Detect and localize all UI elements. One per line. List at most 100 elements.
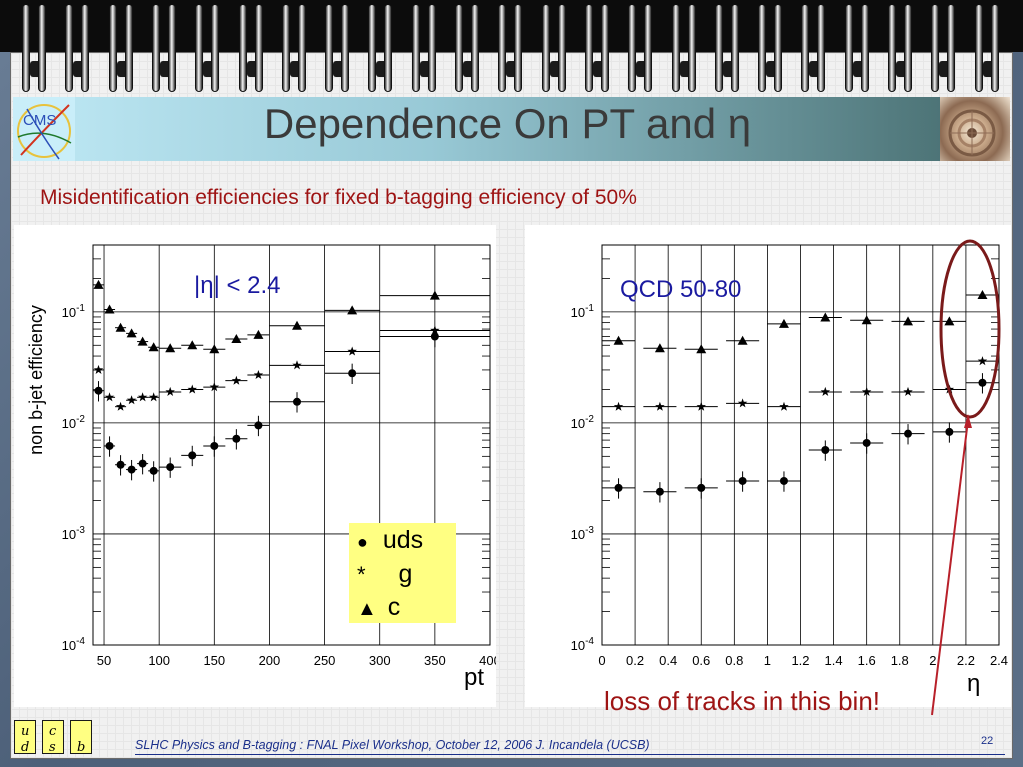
y-tick-label: 10-3 — [571, 525, 595, 542]
y-tick-label: 10-2 — [571, 414, 595, 431]
data-point-uds — [779, 476, 788, 485]
data-point-g — [93, 364, 104, 374]
chart-label: QCD 50-80 — [620, 276, 741, 303]
data-point-c — [903, 316, 914, 326]
data-point-uds — [348, 369, 357, 378]
detector-photo — [940, 97, 1010, 161]
spiral-ring — [238, 4, 269, 92]
data-point-uds — [293, 397, 302, 406]
x-tick-label: 350 — [424, 653, 446, 668]
spiral-ring — [325, 4, 355, 92]
x-tick-label: 100 — [148, 653, 170, 668]
data-point-g — [696, 401, 706, 411]
x-tick-label: 1.8 — [891, 653, 909, 668]
y-tick-exponent: -1 — [585, 303, 594, 314]
data-point-c — [429, 290, 440, 300]
y-tick-base: 10 — [571, 638, 585, 653]
x-tick-label: 0 — [598, 653, 605, 668]
data-point-uds — [738, 476, 747, 485]
data-point-g — [253, 370, 264, 379]
data-point-c — [292, 320, 303, 330]
data-point-uds — [430, 332, 439, 341]
quark-box — [42, 720, 64, 754]
data-point-g — [737, 398, 748, 408]
data-point-g — [977, 356, 988, 366]
cms-logo-text: CMS — [23, 112, 56, 129]
data-point-uds — [232, 434, 241, 443]
y-tick-exponent: -2 — [76, 414, 85, 425]
data-point-g — [231, 375, 242, 385]
legend-label-c: c — [387, 593, 401, 621]
data-point-c — [104, 304, 115, 314]
data-point-c — [115, 322, 126, 332]
x-tick-label: 400 — [479, 653, 496, 668]
spiral-ring — [108, 4, 139, 92]
footer-text: SLHC Physics and B-tagging : FNAL Pixel … — [135, 738, 650, 752]
data-point-uds — [116, 460, 125, 469]
spiral-ring — [368, 4, 398, 92]
data-point-g — [903, 386, 913, 396]
spiral-ring — [541, 4, 572, 92]
legend-item-c: ▲ c — [357, 593, 400, 622]
data-point-uds — [105, 441, 114, 450]
data-point-uds — [166, 463, 175, 472]
spiral-ring — [195, 4, 225, 92]
y-tick-exponent: -1 — [76, 303, 85, 314]
spiral-ring — [888, 4, 918, 92]
data-point-uds — [904, 429, 913, 438]
legend-marker-triangle: ▲ — [357, 598, 377, 620]
data-point-c — [778, 318, 789, 328]
data-point-g — [779, 401, 789, 411]
data-point-uds — [978, 378, 987, 387]
data-point-c — [861, 315, 872, 325]
legend-label-uds: uds — [382, 526, 424, 554]
quark-letter: u — [21, 724, 30, 739]
eta-dependence-chart: 10-110-210-310-40 0.2 0.4 0.6 0.8 1 1.2 1.4 1.6 1… — [571, 244, 1008, 697]
data-point-c — [253, 329, 264, 339]
title-band — [13, 97, 940, 161]
spiral-ring — [498, 4, 528, 92]
y-tick-base: 10 — [571, 305, 585, 320]
data-point-c — [737, 335, 748, 345]
y-tick-base: 10 — [62, 527, 76, 542]
spiral-ring — [758, 4, 788, 92]
data-point-uds — [94, 386, 103, 395]
data-point-g — [209, 382, 220, 392]
spiral-ring — [411, 4, 442, 92]
quark-letter: b — [77, 740, 86, 755]
x-tick-label: 2.2 — [957, 653, 975, 668]
x-tick-label: 2 — [929, 653, 936, 668]
data-point-uds — [127, 465, 136, 474]
spiral-ring — [671, 4, 702, 92]
spiral-ring — [974, 4, 1005, 92]
pt-dependence-chart: 10-110-210-310-450100150200250300350400|… — [26, 244, 501, 691]
spiral-ring — [801, 4, 831, 92]
legend-item-uds: ● uds — [357, 526, 423, 555]
data-point-uds — [210, 441, 219, 450]
x-tick-label: 1.4 — [825, 653, 843, 668]
quark-letter: s — [49, 740, 56, 755]
x-tick-label: 150 — [203, 653, 225, 668]
data-point-c — [187, 340, 198, 350]
legend-label-g: g — [398, 560, 413, 588]
data-point-c — [977, 289, 988, 299]
data-point-uds — [254, 421, 263, 430]
x-tick-label: 300 — [369, 653, 391, 668]
data-point-uds — [821, 446, 830, 455]
spiral-ring — [151, 4, 182, 92]
data-point-c — [347, 305, 358, 315]
slide-subtitle: Misidentification efficiencies for fixed… — [40, 186, 637, 209]
legend-box: ● uds * g ▲ c — [349, 523, 456, 623]
data-point-g — [148, 392, 159, 402]
cms-logo: CMS — [13, 97, 75, 161]
spiral-ring — [584, 4, 615, 92]
data-point-uds — [655, 487, 664, 496]
x-tick-label: 250 — [314, 653, 336, 668]
data-point-c — [93, 279, 104, 289]
data-point-g — [126, 395, 137, 405]
data-point-g — [820, 386, 831, 396]
y-axis-label: non b-jet efficiency — [26, 305, 46, 455]
highlight-ellipse — [939, 239, 1001, 419]
y-tick-label: 10-4 — [571, 636, 595, 653]
quark-box — [14, 720, 36, 754]
